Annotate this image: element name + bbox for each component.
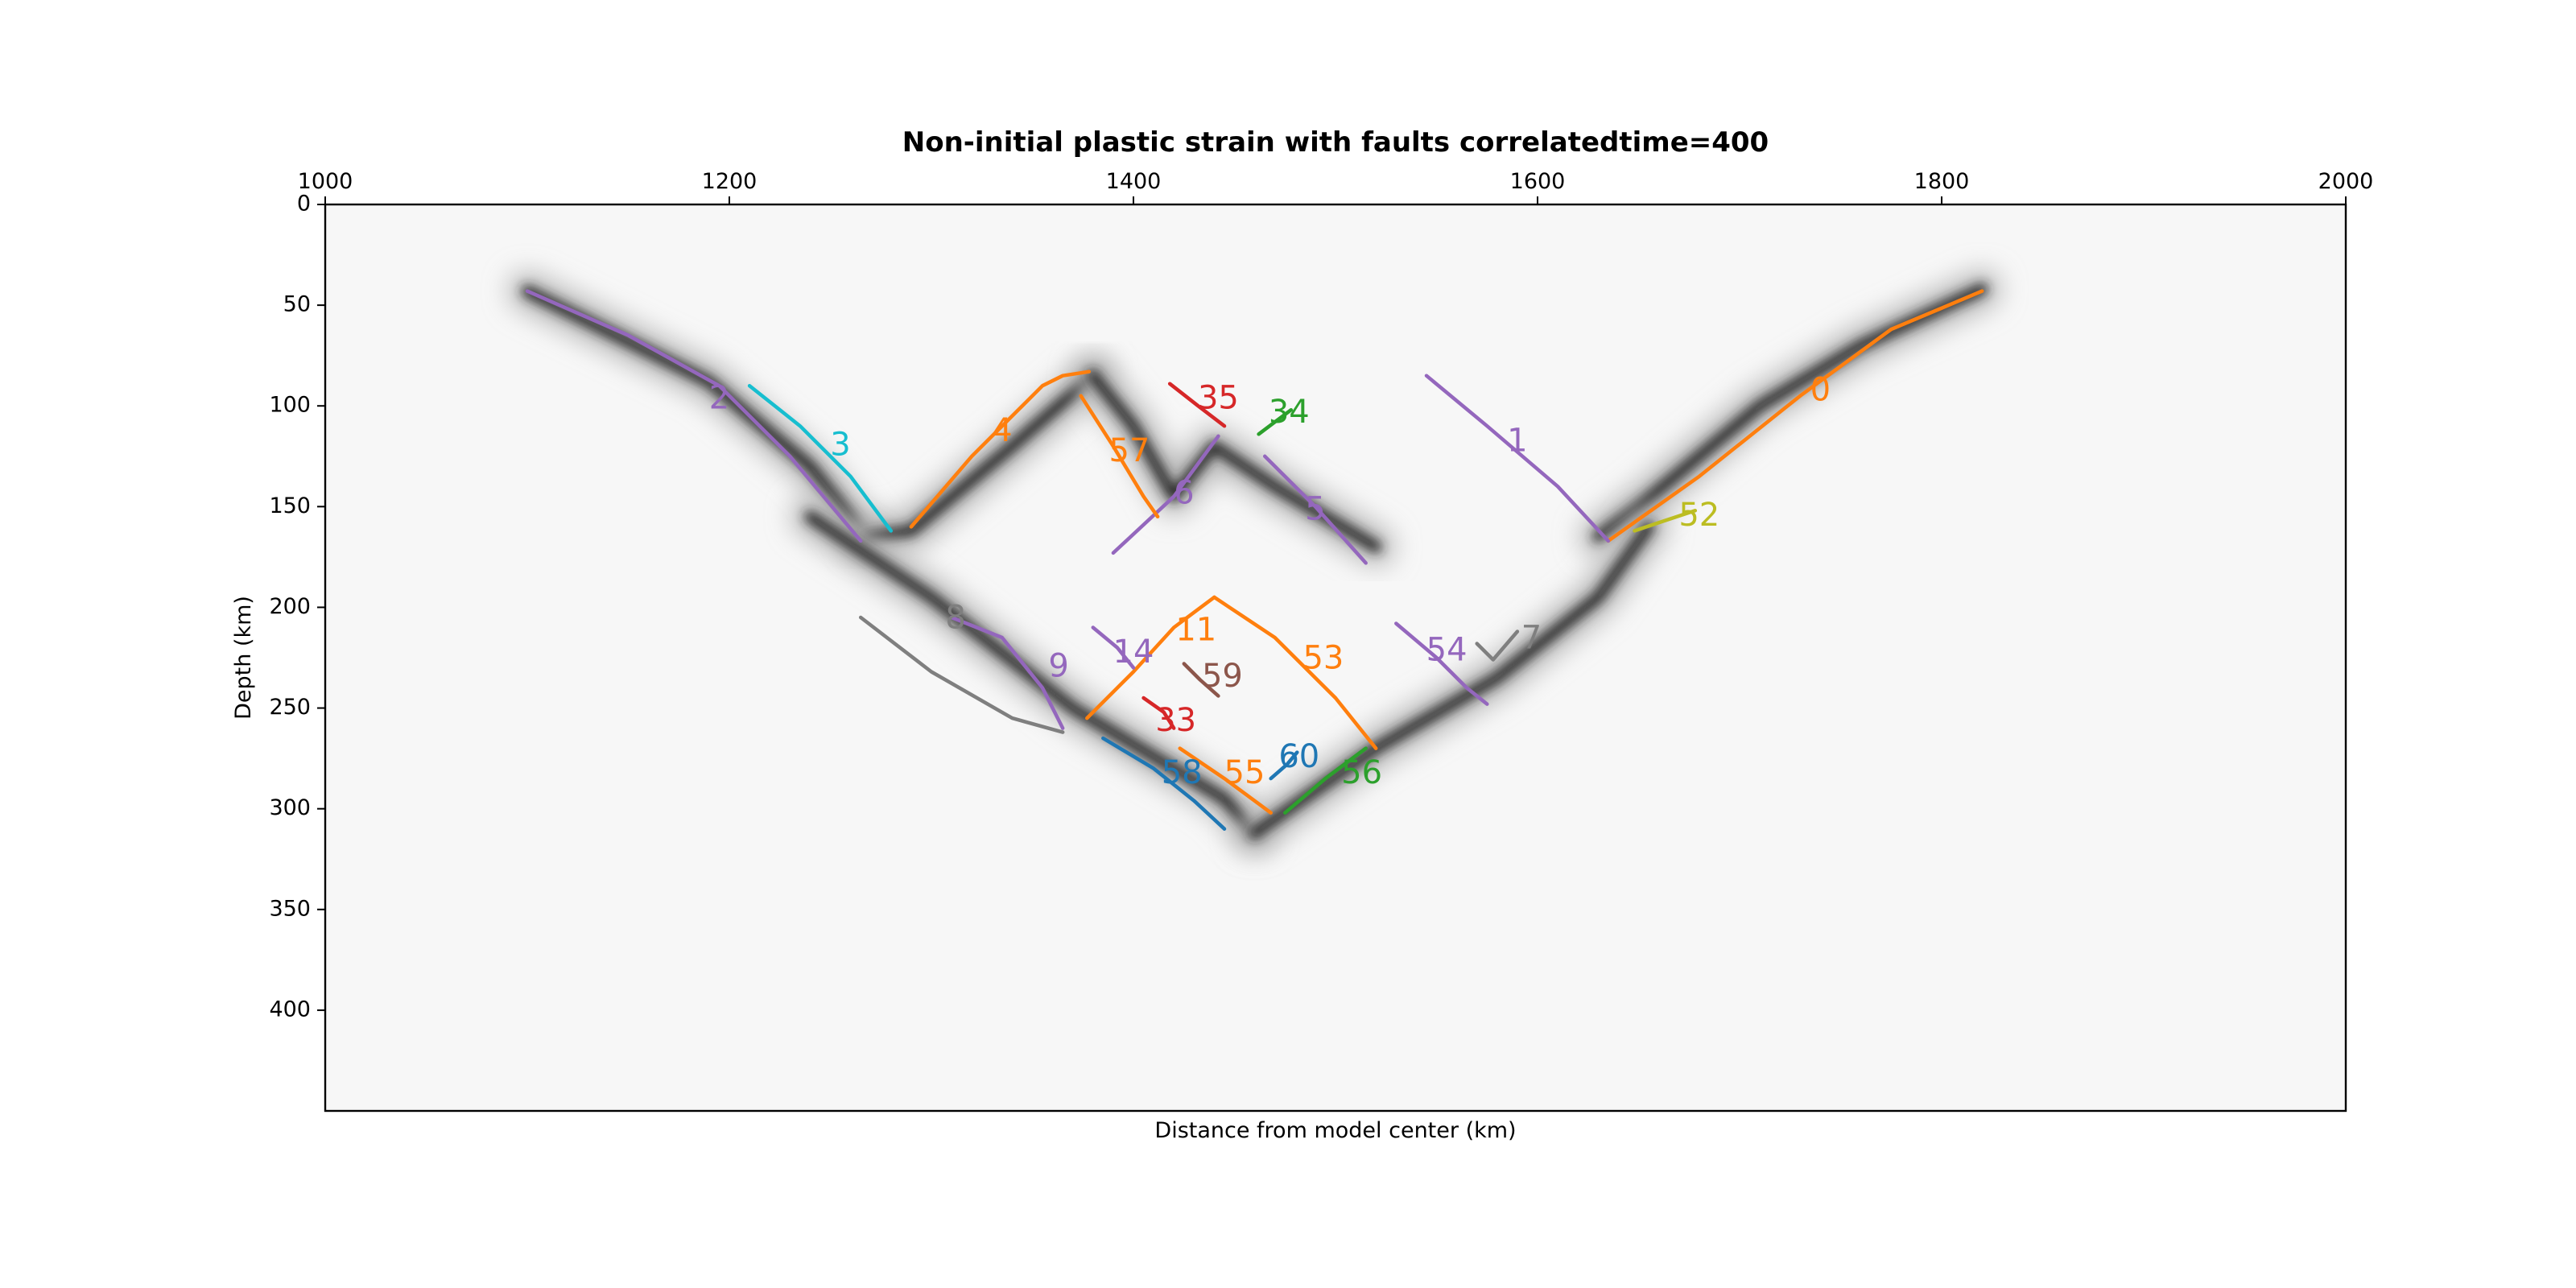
y-tick-label: 400 <box>269 997 311 1022</box>
fault-label-58: 58 <box>1162 754 1203 791</box>
fault-line-1 <box>1424 374 1611 543</box>
y-axis-left: 0 50 100 150 200 250 300 350 400 <box>269 192 325 1022</box>
fault-line-2 <box>525 289 863 543</box>
fault-label-35: 35 <box>1198 380 1239 417</box>
fault-label-34: 34 <box>1269 394 1310 431</box>
fault-line-59 <box>1182 662 1220 698</box>
fault-label-60: 60 <box>1278 738 1319 775</box>
x-tick-label: 1400 <box>1106 169 1162 194</box>
chart-title: Non-initial plastic strain with faults c… <box>902 126 1769 159</box>
fault-line-57 <box>1079 394 1160 519</box>
fault-line-56 <box>1283 746 1368 815</box>
plot-frame <box>324 203 2347 1113</box>
strain-band <box>861 369 1099 543</box>
y-tick-label: 50 <box>283 292 311 317</box>
fault-label-2: 2 <box>709 380 729 417</box>
y-axis-label: Depth (km) <box>231 596 256 720</box>
fault-label-0: 0 <box>1810 372 1831 409</box>
x-tick-label: 1200 <box>702 169 758 194</box>
fault-line-54 <box>1394 621 1489 706</box>
y-tick-label: 200 <box>269 594 311 619</box>
fault-label-3: 3 <box>830 426 850 463</box>
x-axis-top: 1000 1200 1400 1600 1800 2000 <box>298 169 2374 204</box>
y-tick-label: 350 <box>269 896 311 921</box>
fault-label-7: 7 <box>1521 620 1542 657</box>
fault-label-54: 54 <box>1426 632 1468 669</box>
fault-label-4: 4 <box>992 412 1012 449</box>
fault-line-5 <box>1262 454 1368 565</box>
fault-line-35 <box>1167 382 1227 428</box>
fault-line-8 <box>858 615 1065 734</box>
fault-line-6 <box>1111 434 1220 555</box>
y-tick-label: 0 <box>297 192 311 217</box>
fault-label-6: 6 <box>1174 474 1194 511</box>
fault-label-53: 53 <box>1302 640 1344 677</box>
fault-label-56: 56 <box>1341 754 1382 791</box>
y-tick-label: 150 <box>269 493 311 518</box>
fault-label-8: 8 <box>945 600 965 637</box>
fault-label-52: 52 <box>1678 497 1719 534</box>
fault-label-9: 9 <box>1048 648 1068 685</box>
y-tick-label: 300 <box>269 795 311 820</box>
fault-label-57: 57 <box>1109 432 1150 469</box>
fault-label-59: 59 <box>1202 658 1243 695</box>
fault-line-53 <box>1212 595 1378 750</box>
fault-traces <box>525 289 1984 831</box>
y-tick-label: 250 <box>269 695 311 720</box>
fault-line-52 <box>1633 509 1698 533</box>
fault-line-0 <box>1606 289 1984 543</box>
fault-line-3 <box>747 383 894 533</box>
strain-band <box>804 510 1261 839</box>
fault-label-33: 33 <box>1155 702 1196 739</box>
fault-line-60 <box>1269 750 1299 781</box>
fault-line-14 <box>1091 625 1136 670</box>
fault-line-9 <box>949 615 1065 730</box>
fault-line-7 <box>1475 630 1520 662</box>
fault-line-33 <box>1141 696 1176 730</box>
fault-label-5: 5 <box>1305 490 1325 527</box>
fault-line-11 <box>1085 595 1216 720</box>
fault-line-55 <box>1178 746 1273 815</box>
x-tick-label: 2000 <box>2318 169 2374 194</box>
x-tick-label: 1600 <box>1510 169 1566 194</box>
x-tick-label: 1000 <box>298 169 353 194</box>
fault-label-11: 11 <box>1175 612 1216 649</box>
fault-line-34 <box>1257 407 1294 436</box>
y-tick-label: 100 <box>269 393 311 418</box>
fault-line-4 <box>909 369 1092 529</box>
x-axis-label: Distance from model center (km) <box>1154 1118 1516 1143</box>
fault-line-58 <box>1101 736 1227 831</box>
fault-label-14: 14 <box>1113 634 1154 671</box>
fault-label-55: 55 <box>1224 754 1265 791</box>
x-tick-label: 1800 <box>1914 169 1970 194</box>
fault-label-1: 1 <box>1507 422 1527 459</box>
strain-band <box>1249 521 1655 839</box>
